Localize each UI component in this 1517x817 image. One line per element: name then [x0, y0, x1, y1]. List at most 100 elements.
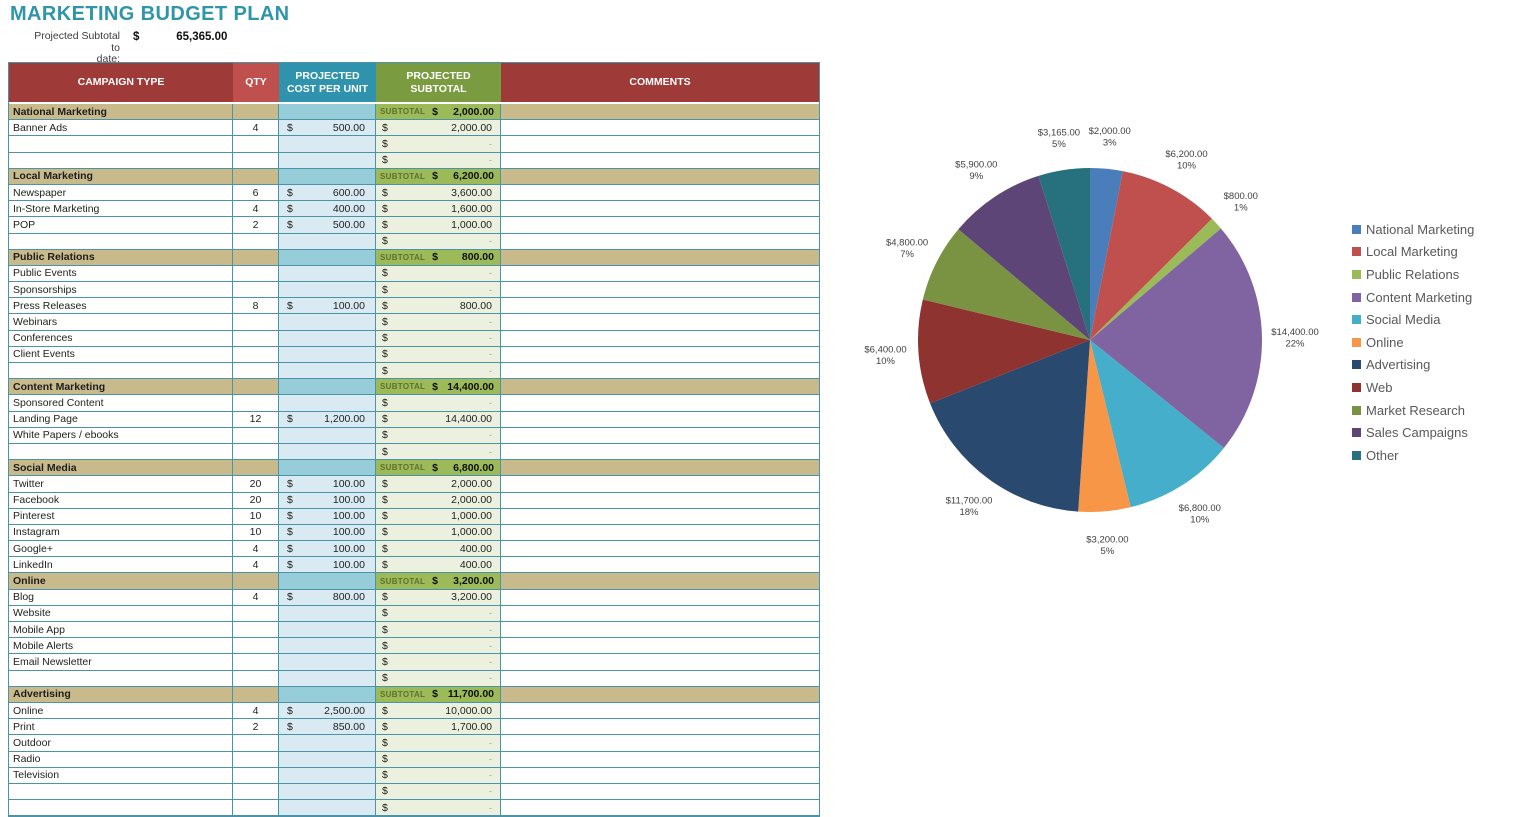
pie-slice-local-marketing — [1090, 171, 1212, 340]
cell-campaign-type: Landing Page — [9, 411, 233, 427]
cell-comments — [501, 331, 819, 346]
cell-comments — [501, 784, 819, 799]
cell-comments — [501, 217, 819, 232]
currency-symbol: $ — [287, 558, 293, 571]
item-qty: 4 — [252, 558, 259, 571]
cell-projected-subtotal: $ - — [376, 654, 501, 670]
cell-projected-subtotal: $ - — [376, 136, 501, 152]
cell-comments — [501, 266, 819, 281]
table-row: Banner Ads 4 $500.00 $2,000.00 — [9, 120, 819, 137]
table-row: Client Events $ - — [9, 346, 819, 363]
cell-projected-subtotal: $ - — [376, 605, 501, 621]
cell-cost-per-unit — [279, 314, 376, 330]
currency-symbol: $ — [432, 461, 438, 474]
subtotal-label: SUBTOTAL — [380, 689, 426, 699]
cell-campaign-type: Sponsored Content — [9, 395, 233, 411]
currency-symbol: $ — [382, 235, 388, 248]
cell-campaign-type: Banner Ads — [9, 120, 233, 136]
cell-campaign-type: Webinars — [9, 314, 233, 330]
cell-qty — [233, 767, 279, 783]
item-name: POP — [13, 218, 36, 231]
item-subtotal-value: 14,400.00 — [445, 413, 492, 426]
cell-campaign-type: Website — [9, 605, 233, 621]
item-name: Webinars — [13, 316, 58, 329]
legend-label: Sales Campaigns — [1366, 425, 1468, 441]
pie-slice-other — [1038, 168, 1090, 340]
subtotal-label: SUBTOTAL — [380, 107, 426, 117]
item-qty: 2 — [252, 720, 259, 733]
item-name: White Papers / ebooks — [13, 429, 119, 442]
currency-symbol: $ — [287, 704, 293, 717]
cell-cost-per-unit — [279, 443, 376, 460]
cell-projected-subtotal: $ - — [376, 735, 501, 751]
currency-symbol: $ — [432, 575, 438, 588]
item-unit-cost: 2,500.00 — [324, 704, 365, 717]
item-name: Sponsorships — [13, 283, 77, 296]
cell-projected-subtotal: $ - — [376, 330, 501, 346]
cell-campaign-type: Mobile Alerts — [9, 638, 233, 654]
pie-data-label: $2,000.00 3% — [1089, 126, 1131, 148]
item-name: Email Newsletter — [13, 655, 92, 668]
pie-data-label: $6,400.00 10% — [864, 344, 906, 367]
currency-symbol: $ — [382, 704, 388, 717]
cell-projected-subtotal: $ - — [376, 427, 501, 443]
cell-comments — [501, 509, 819, 524]
cell-projected-subtotal: $ - — [376, 443, 501, 460]
table-row: Press Releases 8 $100.00 $800.00 — [9, 298, 819, 315]
item-name: Public Events — [13, 267, 77, 280]
currency-symbol: $ — [382, 558, 388, 571]
item-name: Newspaper — [13, 186, 67, 199]
cell-cost-per-unit — [279, 654, 376, 670]
item-name: Facebook — [13, 494, 60, 507]
cell-comments — [501, 638, 819, 653]
item-subtotal-value: 400.00 — [459, 558, 492, 571]
table-row: $ - — [9, 233, 819, 250]
table-row: Radio $ - — [9, 751, 819, 768]
cell-qty: 20 — [233, 476, 279, 492]
section-subtotal-value: 2,000.00 — [453, 105, 494, 118]
currency-symbol: $ — [287, 121, 293, 134]
item-qty: 6 — [252, 186, 259, 199]
cell-qty — [233, 136, 279, 152]
cell-cost-per-unit — [279, 395, 376, 411]
item-name: Television — [13, 769, 60, 782]
cell-qty — [233, 330, 279, 346]
item-name: Banner Ads — [13, 121, 68, 134]
item-subtotal-value: 2,000.00 — [451, 477, 492, 490]
currency-symbol: $ — [382, 510, 388, 523]
pie-chart-svg: $2,000.00 3% $6,200.00 10% $800.00 1% $14,400.… — [864, 126, 1318, 557]
cell-campaign-type: Print — [9, 719, 233, 735]
currency-symbol: $ — [382, 623, 388, 636]
table-row: $ - — [9, 800, 819, 817]
cell-qty — [233, 573, 279, 589]
cell-campaign-type: Advertising — [9, 686, 233, 702]
currency-symbol: $ — [382, 526, 388, 539]
section-subtotal-value: 6,800.00 — [453, 461, 494, 474]
cell-campaign-type: Local Marketing — [9, 168, 233, 184]
table-row: Outdoor $ - — [9, 735, 819, 752]
cell-cost-per-unit: $850.00 — [279, 719, 376, 735]
empty-value-dash: - — [489, 397, 492, 408]
projected-subtotal-summary: Projected Subtotal to date: $ 65,365.00 — [28, 30, 227, 66]
cell-projected-subtotal: SUBTOTAL $2,000.00 — [376, 104, 501, 120]
currency-symbol: $ — [133, 31, 140, 43]
pie-slice-content-marketing — [1090, 228, 1262, 448]
cell-qty — [233, 282, 279, 298]
table-row: Mobile Alerts $ - — [9, 638, 819, 655]
cell-cost-per-unit — [279, 686, 376, 702]
cell-campaign-type: Newspaper — [9, 184, 233, 201]
cell-projected-subtotal: $ - — [376, 314, 501, 330]
cell-cost-per-unit: $800.00 — [279, 589, 376, 605]
cell-cost-per-unit: $500.00 — [279, 120, 376, 136]
item-unit-cost: 100.00 — [332, 542, 365, 555]
item-unit-cost: 100.00 — [332, 299, 365, 312]
empty-value-dash: - — [489, 754, 492, 765]
table-row: Google+ 4 $100.00 $400.00 — [9, 541, 819, 558]
cell-qty — [233, 443, 279, 460]
item-name: Landing Page — [13, 413, 78, 426]
cell-campaign-type: LinkedIn — [9, 557, 233, 573]
currency-symbol: $ — [382, 202, 388, 215]
cell-campaign-type: In-Store Marketing — [9, 201, 233, 217]
item-subtotal-value: 3,200.00 — [451, 591, 492, 604]
cell-qty — [233, 751, 279, 767]
